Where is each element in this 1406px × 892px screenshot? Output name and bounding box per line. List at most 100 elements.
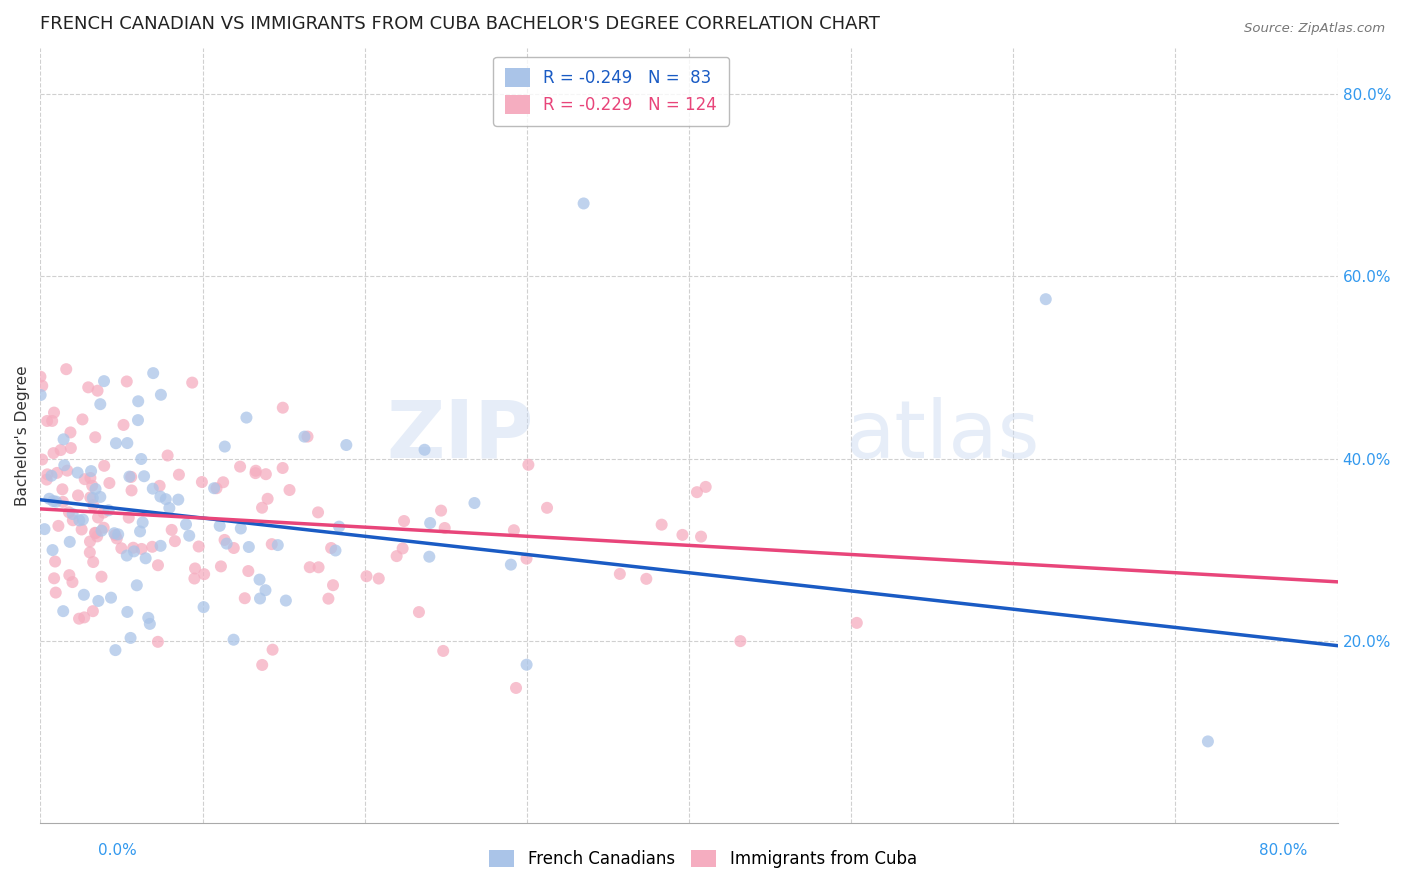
Point [367, 572, 389, 586]
Point [209, 559, 232, 574]
Point [249, 591, 271, 606]
Point [250, 500, 273, 515]
Point [30, 369, 52, 384]
Point [157, 501, 180, 516]
Point [93, 506, 115, 520]
Point [430, 503, 453, 517]
Point [356, 569, 378, 583]
Point [35, 473, 58, 487]
Point [193, 567, 215, 582]
Point [37, 467, 59, 482]
Point [298, 560, 321, 574]
Point [183, 572, 205, 586]
Point [118, 469, 141, 483]
Point [222, 632, 245, 647]
Point [72, 513, 94, 527]
Text: atlas: atlas [845, 397, 1039, 475]
Point [46, 466, 69, 480]
Point [690, 530, 713, 544]
Point [260, 537, 283, 551]
Point [1035, 292, 1057, 306]
Point [107, 527, 129, 541]
Text: FRENCH CANADIAN VS IMMIGRANTS FROM CUBA BACHELOR'S DEGREE CORRELATION CHART: FRENCH CANADIAN VS IMMIGRANTS FROM CUBA … [41, 15, 880, 33]
Point [335, 438, 357, 452]
Point [52, 432, 75, 446]
Point [214, 533, 236, 547]
Point [117, 436, 139, 450]
Point [82, 479, 104, 493]
Point [184, 561, 207, 575]
Point [328, 519, 350, 533]
Point [79, 491, 101, 505]
Point [67, 612, 90, 626]
Point [222, 541, 245, 555]
Point [80, 464, 103, 478]
Point [142, 482, 165, 496]
Point [84, 430, 107, 444]
Point [121, 483, 143, 498]
Point [245, 466, 267, 480]
Point [214, 440, 236, 454]
Point [392, 514, 415, 528]
Point [695, 480, 717, 494]
Point [167, 492, 190, 507]
Point [120, 470, 142, 484]
Point [49, 443, 72, 458]
Point [238, 540, 260, 554]
Point [155, 492, 177, 507]
Point [208, 518, 231, 533]
Point [325, 543, 347, 558]
Point [45, 494, 67, 508]
Point [463, 496, 485, 510]
Point [66, 488, 89, 502]
Text: 0.0%: 0.0% [98, 843, 138, 858]
Point [139, 616, 162, 631]
Point [93, 374, 115, 388]
Point [505, 681, 527, 695]
Point [297, 429, 319, 443]
Point [115, 375, 138, 389]
Point [110, 541, 132, 556]
Point [271, 461, 294, 475]
Point [322, 578, 344, 592]
Point [686, 485, 709, 500]
Point [271, 401, 294, 415]
Legend: French Canadians, Immigrants from Cuba: French Canadians, Immigrants from Cuba [482, 843, 924, 875]
Point [51, 483, 73, 497]
Point [149, 388, 172, 402]
Point [79, 534, 101, 549]
Point [408, 605, 430, 619]
Point [86, 529, 108, 543]
Point [115, 549, 138, 563]
Point [125, 578, 148, 592]
Point [536, 500, 558, 515]
Point [56, 464, 79, 478]
Point [418, 549, 440, 564]
Point [117, 605, 139, 619]
Point [72, 412, 94, 426]
Point [127, 413, 149, 427]
Point [254, 583, 277, 598]
Point [66, 466, 89, 480]
Point [503, 523, 526, 537]
Point [515, 551, 537, 566]
Point [233, 591, 256, 606]
Point [146, 635, 169, 649]
Point [202, 481, 225, 495]
Point [308, 560, 330, 574]
Point [391, 541, 413, 556]
Point [136, 611, 159, 625]
Point [62, 507, 84, 521]
Point [149, 539, 172, 553]
Point [82, 491, 104, 505]
Point [104, 643, 127, 657]
Point [432, 644, 454, 658]
Point [267, 538, 290, 552]
Y-axis label: Bachelor's Degree: Bachelor's Degree [15, 366, 30, 507]
Point [1197, 734, 1219, 748]
Point [103, 526, 125, 541]
Point [167, 467, 190, 482]
Point [112, 417, 135, 432]
Point [86, 384, 108, 398]
Point [42, 494, 65, 508]
